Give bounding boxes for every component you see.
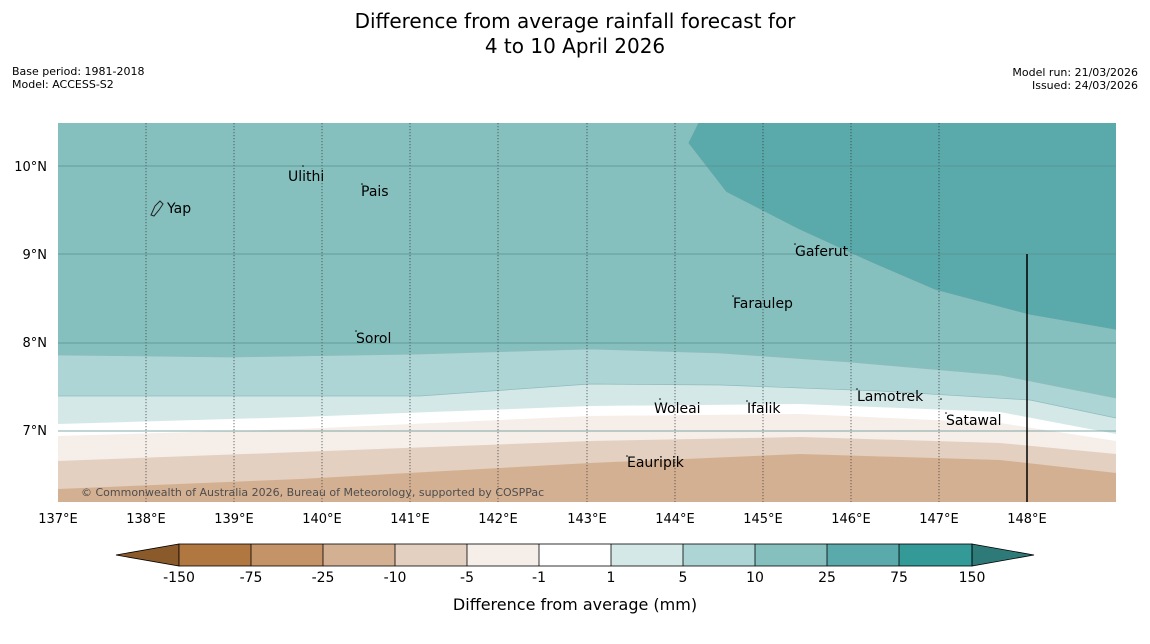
colorbar-segment-8 [683, 544, 755, 566]
map-title: Difference from average rainfall forecas… [0, 9, 1150, 59]
copyright-text: © Commonwealth of Australia 2026, Bureau… [81, 486, 544, 499]
map-area: Ulithi Pais Yap Gaferut Faraulep Sorol L… [58, 123, 1116, 502]
meta-right: Model run: 21/03/2026 Issued: 24/03/2026 [1012, 66, 1138, 92]
place-ifalik: Ifalik [747, 401, 781, 417]
colorbar-tick-10: 75 [890, 570, 908, 586]
lon-label-139e: 139°E [214, 512, 254, 527]
place-markers [302, 165, 947, 457]
lon-label-145e: 145°E [743, 512, 783, 527]
lat-label-9n: 9°N [23, 248, 48, 263]
lon-label-142e: 142°E [478, 512, 518, 527]
colorbar-units-label: Difference from average (mm) [453, 595, 697, 614]
lon-label-148e: 148°E [1007, 512, 1047, 527]
colorbar-tick-3: -10 [384, 570, 407, 586]
place-gaferut: Gaferut [795, 244, 849, 260]
parallels [58, 165, 1116, 432]
colorbar-low-extend [115, 543, 180, 567]
colorbar-segment-7 [611, 544, 683, 566]
lon-labels: 137°E 138°E 139°E 140°E 141°E 142°E 143°… [38, 512, 1047, 527]
lat-label-7n: 7°N [23, 424, 48, 439]
colorbar-tick-1: -75 [240, 570, 263, 586]
lon-label-146e: 146°E [831, 512, 871, 527]
lon-label-147e: 147°E [919, 512, 959, 527]
colorbar-segment-4 [395, 544, 467, 566]
lat-label-8n: 8°N [23, 336, 48, 351]
place-faraulep: Faraulep [733, 296, 793, 312]
colorbar-segment-5 [467, 544, 539, 566]
colorbar-tick-0: -150 [163, 570, 195, 586]
colorbar-segment-3 [323, 544, 395, 566]
lon-label-141e: 141°E [390, 512, 430, 527]
band-gt-75 [688, 123, 1116, 330]
colorbar-tick-4: -5 [460, 570, 474, 586]
colorbar-tick-5: -1 [532, 570, 546, 586]
colorbar-tick-2: -25 [312, 570, 335, 586]
place-yap: Yap [166, 201, 191, 217]
place-ulithi: Ulithi [288, 169, 324, 185]
place-eauripik: Eauripik [627, 455, 685, 471]
colorbar-segment-2 [251, 544, 323, 566]
place-sorol: Sorol [356, 331, 391, 347]
meta-left: Base period: 1981-2018 Model: ACCESS-S2 [12, 65, 144, 91]
place-satawal: Satawal [946, 413, 1001, 429]
title-line-1: Difference from average rainfall forecas… [354, 9, 796, 33]
colorbar-segment-10 [827, 544, 899, 566]
colorbar-high-extend [971, 543, 1035, 567]
lon-label-144e: 144°E [655, 512, 695, 527]
colorbar-tick-8: 10 [746, 570, 764, 586]
model-text: Model: ACCESS-S2 [12, 78, 114, 91]
place-woleai: Woleai [654, 401, 701, 417]
lon-label-138e: 138°E [126, 512, 166, 527]
lon-label-137e: 137°E [38, 512, 78, 527]
lon-label-140e: 140°E [302, 512, 342, 527]
issued-text: Issued: 24/03/2026 [1031, 79, 1138, 92]
colorbar: -150 -75 -25 -10 -5 -1 1 5 10 25 75 150 … [115, 543, 1035, 614]
place-pais: Pais [361, 184, 389, 200]
colorbar-segment-6 [539, 544, 611, 566]
title-line-2: 4 to 10 April 2026 [484, 34, 666, 58]
colorbar-tick-9: 25 [818, 570, 836, 586]
colorbar-segment-11 [899, 544, 972, 566]
base-period-text: Base period: 1981-2018 [12, 65, 145, 78]
meridians [145, 123, 940, 502]
colorbar-tick-11: 150 [959, 570, 986, 586]
place-lamotrek: Lamotrek [857, 389, 924, 405]
colorbar-segment-9 [755, 544, 827, 566]
colorbar-tick-7: 5 [679, 570, 688, 586]
lat-label-10n: 10°N [14, 160, 47, 175]
yap-island-outline [150, 200, 164, 217]
contour-lines [58, 123, 1116, 419]
lon-label-143e: 143°E [567, 512, 607, 527]
model-run-text: Model run: 21/03/2026 [1012, 66, 1138, 79]
colorbar-segment-1 [179, 544, 251, 566]
colorbar-tick-6: 1 [607, 570, 616, 586]
lat-labels: 10°N 9°N 8°N 7°N [14, 160, 47, 439]
